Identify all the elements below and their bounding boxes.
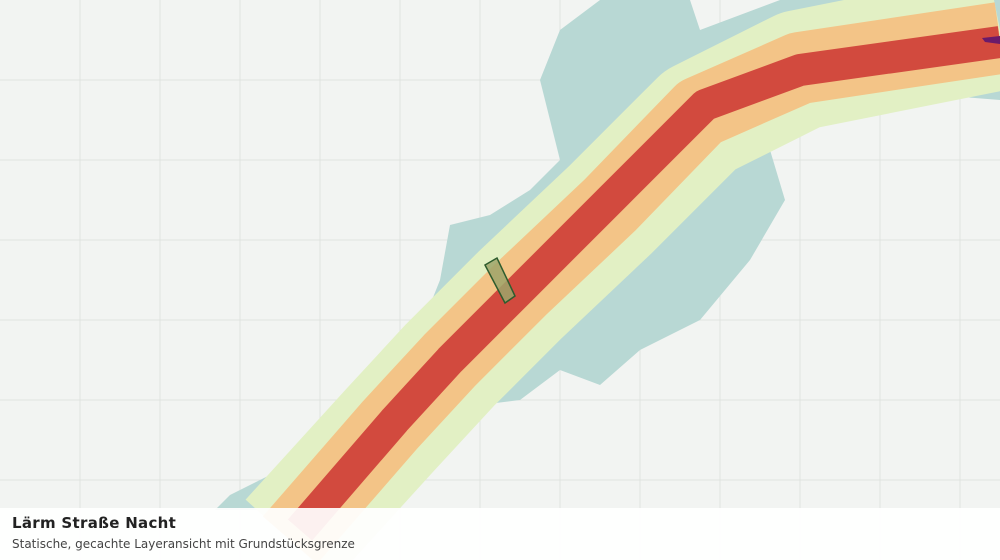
panel-subtitle: Statische, gecachte Layeransicht mit Gru… xyxy=(12,537,355,551)
parcel-boundary xyxy=(484,256,516,305)
panel-title: Lärm Straße Nacht xyxy=(12,514,177,532)
caption-panel: Lärm Straße Nacht Statische, gecachte La… xyxy=(0,508,1000,560)
noise-hotspot xyxy=(982,36,1000,44)
noise-zone-very-high xyxy=(287,26,1000,541)
